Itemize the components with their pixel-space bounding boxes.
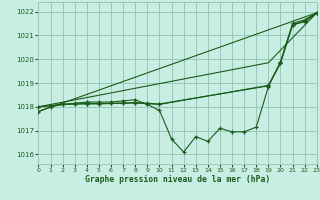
- X-axis label: Graphe pression niveau de la mer (hPa): Graphe pression niveau de la mer (hPa): [85, 175, 270, 184]
